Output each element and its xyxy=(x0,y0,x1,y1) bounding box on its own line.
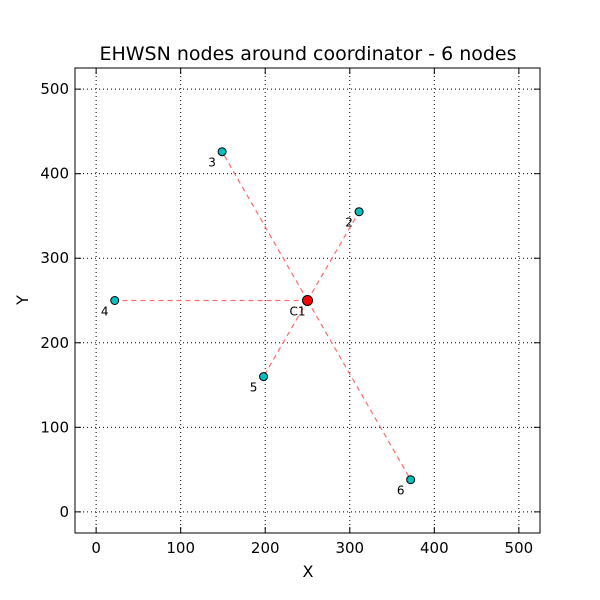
x-tick-label: 300 xyxy=(335,539,364,557)
node-label-5: 5 xyxy=(250,381,258,395)
chart-title: EHWSN nodes around coordinator - 6 nodes xyxy=(99,43,516,65)
y-tick-label: 400 xyxy=(40,165,69,183)
link-lines xyxy=(114,151,412,481)
y-tick-label: 0 xyxy=(59,503,69,521)
y-tick-label: 200 xyxy=(40,334,69,352)
coordinator-point xyxy=(302,295,313,306)
x-tick-label: 0 xyxy=(91,539,101,557)
coordinator-label: C1 xyxy=(289,305,305,319)
plot-frame xyxy=(74,67,541,534)
link-line-5 xyxy=(263,300,309,377)
x-tick-label: 500 xyxy=(505,539,534,557)
link-line-2 xyxy=(306,211,360,301)
y-tick-label: 500 xyxy=(40,80,69,98)
node-labels: 2 3 4 5 6 C1 xyxy=(101,156,405,498)
node-label-6: 6 xyxy=(397,484,405,498)
node-point-6 xyxy=(406,475,416,485)
ticks: 0 100 200 300 400 500 0 100 200 300 400 500 xyxy=(40,68,540,557)
node-point-2 xyxy=(354,207,364,217)
node-point-5 xyxy=(259,372,269,382)
x-tick-label: 400 xyxy=(420,539,449,557)
node-point-4 xyxy=(110,296,120,305)
x-tick-label: 100 xyxy=(166,539,195,557)
x-axis-label: X xyxy=(303,562,314,581)
node-label-3: 3 xyxy=(208,156,216,170)
link-line-6 xyxy=(306,300,412,481)
y-tick-label: 300 xyxy=(40,249,69,267)
node-label-2: 2 xyxy=(345,216,353,230)
y-tick-label: 100 xyxy=(40,418,69,436)
node-label-4: 4 xyxy=(101,305,109,319)
y-axis-label: Y xyxy=(13,295,32,306)
nodes xyxy=(110,147,416,485)
link-line-3 xyxy=(221,151,309,301)
x-tick-label: 200 xyxy=(251,539,280,557)
node-point-3 xyxy=(217,147,227,157)
